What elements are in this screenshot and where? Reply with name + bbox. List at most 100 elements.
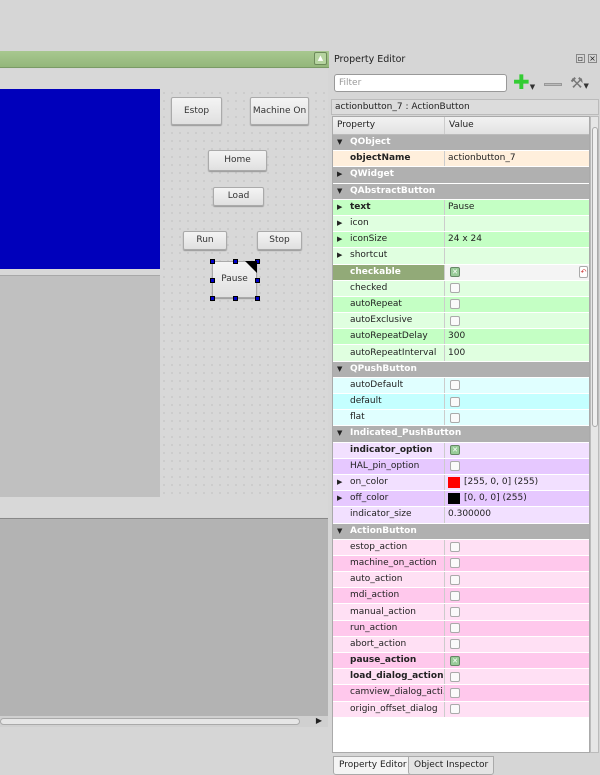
property-row[interactable]: indicator_option ✕	[333, 442, 589, 459]
checkbox[interactable]	[450, 315, 460, 326]
property-group-qabstractbutton[interactable]: ▼ QAbstractButton	[333, 183, 589, 200]
collapsed-arrow-icon[interactable]: ▶	[337, 478, 343, 487]
property-group-qobject[interactable]: ▼ QObject	[333, 135, 589, 152]
property-value[interactable]: [0, 0, 0] (255)	[464, 493, 527, 504]
checkbox[interactable]	[450, 412, 460, 423]
checkbox[interactable]	[450, 396, 460, 407]
property-row[interactable]: autoDefault	[333, 377, 589, 394]
property-row[interactable]: camview_dialog_acti...	[333, 685, 589, 702]
property-row[interactable]: default	[333, 394, 589, 411]
property-value[interactable]: 100	[448, 347, 466, 358]
checkbox[interactable]	[450, 283, 460, 294]
property-row[interactable]: estop_action	[333, 539, 589, 556]
column-header-property[interactable]: Property	[333, 117, 445, 134]
property-row[interactable]: ▶ text Pause	[333, 199, 589, 216]
home-button[interactable]: Home	[208, 150, 267, 171]
property-value[interactable]: 300	[448, 331, 466, 342]
estop-button[interactable]: Estop	[171, 97, 222, 125]
property-row[interactable]: ▶ shortcut	[333, 248, 589, 265]
property-row[interactable]: checkable ✕ ↶	[333, 264, 589, 281]
collapsed-arrow-icon[interactable]: ▶	[337, 235, 343, 244]
horizontal-scrollbar[interactable]: ▶	[0, 716, 328, 727]
property-row[interactable]: ▶ icon	[333, 215, 589, 233]
property-row[interactable]: pause_action ✕	[333, 653, 589, 670]
property-row[interactable]: auto_action	[333, 572, 589, 589]
configure-wrench-icon[interactable]: ⚒▼	[570, 74, 589, 92]
property-row[interactable]: load_dialog_action	[333, 669, 589, 686]
selection-handle[interactable]	[210, 277, 215, 283]
filter-input[interactable]: Filter	[334, 74, 507, 92]
property-value[interactable]: 0.300000	[448, 509, 491, 520]
column-header-value[interactable]: Value	[449, 120, 474, 130]
color-swatch[interactable]	[448, 493, 460, 505]
property-value[interactable]: actionbutton_7	[448, 153, 516, 164]
property-row[interactable]: indicator_size 0.300000	[333, 507, 589, 524]
checkbox[interactable]	[450, 542, 460, 553]
selection-handle[interactable]	[210, 259, 215, 264]
checkbox[interactable]	[450, 607, 460, 618]
property-row[interactable]: ▶ on_color [255, 0, 0] (255)	[333, 474, 589, 492]
add-property-icon[interactable]: ✚▼	[513, 70, 536, 94]
checkbox[interactable]	[450, 558, 460, 569]
checkbox[interactable]	[450, 380, 460, 391]
checkbox[interactable]	[450, 671, 460, 682]
selection-handle[interactable]	[232, 259, 238, 264]
property-row[interactable]: checked	[333, 280, 589, 297]
scrollbar-thumb[interactable]	[592, 127, 598, 427]
checkbox[interactable]	[450, 623, 460, 634]
property-row[interactable]: mdi_action	[333, 588, 589, 605]
property-group-actionbutton[interactable]: ▼ ActionButton	[333, 523, 589, 540]
checkbox[interactable]	[450, 461, 460, 472]
checkbox[interactable]	[450, 574, 460, 585]
property-group-qwidget[interactable]: ▶ QWidget	[333, 167, 589, 184]
expanded-arrow-icon[interactable]: ▼	[337, 138, 343, 147]
blue-widget[interactable]	[0, 89, 160, 269]
float-icon[interactable]: ▫	[576, 54, 585, 63]
collapsed-arrow-icon[interactable]: ▶	[337, 494, 343, 503]
collapsed-arrow-icon[interactable]: ▶	[337, 170, 343, 179]
property-row[interactable]: HAL_pin_option	[333, 458, 589, 475]
property-value[interactable]: 24 x 24	[448, 234, 482, 245]
property-value[interactable]: Pause	[448, 201, 475, 212]
tab-property-editor[interactable]: Property Editor	[333, 756, 413, 775]
property-row[interactable]: manual_action	[333, 604, 589, 621]
property-row[interactable]: machine_on_action	[333, 555, 589, 573]
expanded-arrow-icon[interactable]: ▼	[337, 429, 343, 438]
machine-on-button[interactable]: Machine On	[250, 97, 309, 125]
run-button[interactable]: Run	[183, 231, 227, 250]
property-row[interactable]: autoRepeat	[333, 296, 589, 314]
property-row[interactable]: run_action	[333, 620, 589, 637]
property-row[interactable]: autoExclusive	[333, 313, 589, 330]
property-row[interactable]: ▶ off_color [0, 0, 0] (255)	[333, 491, 589, 508]
checkbox[interactable]: ✕	[450, 267, 460, 278]
checkbox[interactable]	[450, 299, 460, 310]
color-swatch[interactable]	[448, 477, 460, 489]
checkbox[interactable]	[450, 687, 460, 698]
checkbox[interactable]: ✕	[450, 445, 460, 456]
tab-object-inspector[interactable]: Object Inspector	[408, 756, 495, 775]
property-row[interactable]: flat	[333, 410, 589, 427]
property-row[interactable]: ▶ iconSize 24 x 24	[333, 232, 589, 249]
checkbox[interactable]: ✕	[450, 655, 460, 666]
expanded-arrow-icon[interactable]: ▼	[337, 186, 343, 195]
checkbox[interactable]	[450, 639, 460, 650]
property-group-qpushbutton[interactable]: ▼ QPushButton	[333, 361, 589, 378]
property-row[interactable]: autoRepeatInterval 100	[333, 345, 589, 362]
checkbox[interactable]	[450, 704, 460, 715]
property-value[interactable]: [255, 0, 0] (255)	[464, 477, 539, 488]
collapsed-arrow-icon[interactable]: ▶	[337, 219, 343, 228]
collapse-button[interactable]: ▲	[314, 52, 327, 65]
checkbox[interactable]	[450, 590, 460, 601]
load-button[interactable]: Load	[213, 187, 264, 206]
selection-handle[interactable]	[232, 296, 238, 301]
selection-handle[interactable]	[210, 296, 215, 301]
gray-panel-widget[interactable]	[0, 275, 160, 497]
selection-handle[interactable]	[255, 277, 260, 283]
collapsed-arrow-icon[interactable]: ▶	[337, 202, 343, 211]
stop-button[interactable]: Stop	[257, 231, 302, 250]
expanded-arrow-icon[interactable]: ▼	[337, 364, 343, 373]
collapsed-arrow-icon[interactable]: ▶	[337, 251, 343, 260]
property-row[interactable]: origin_offset_dialog	[333, 701, 589, 718]
reset-icon[interactable]: ↶	[579, 265, 588, 278]
expanded-arrow-icon[interactable]: ▼	[337, 526, 343, 535]
